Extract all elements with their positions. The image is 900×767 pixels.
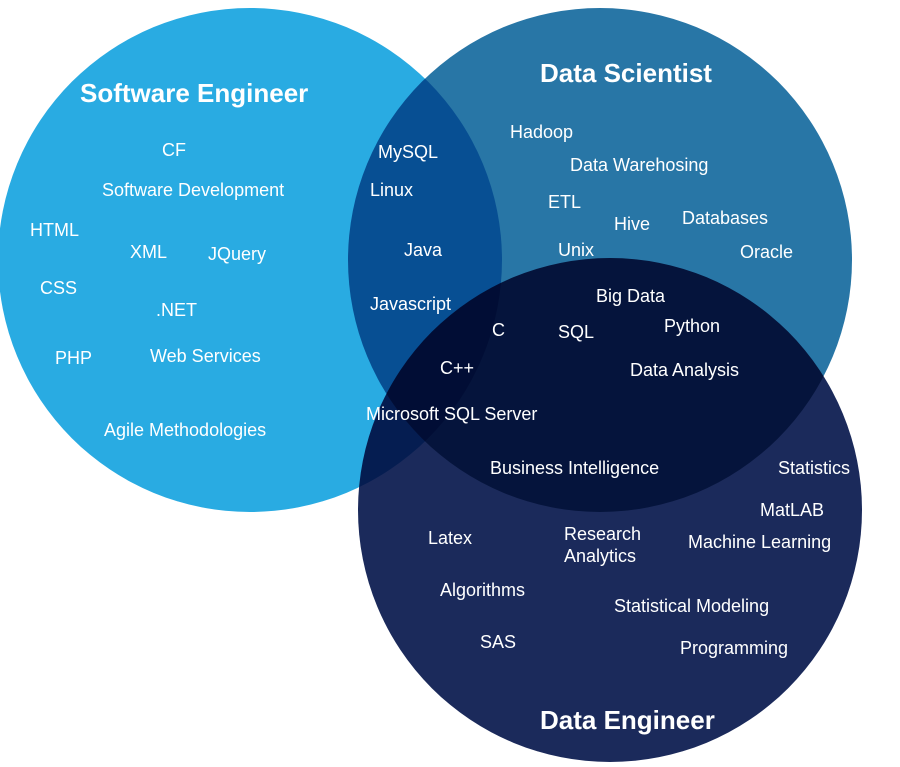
skill-label: Agile Methodologies (104, 420, 266, 441)
skill-label: HTML (30, 220, 79, 241)
skill-label: CF (162, 140, 186, 161)
skill-label: CSS (40, 278, 77, 299)
skill-label: Unix (558, 240, 594, 261)
skill-label: Oracle (740, 242, 793, 263)
skill-label: Software Development (102, 180, 284, 201)
skill-label: Latex (428, 528, 472, 549)
title-software-engineer: Software Engineer (80, 78, 308, 109)
skill-label: C (492, 320, 505, 341)
skill-label: Research (564, 524, 641, 545)
skill-label: Big Data (596, 286, 665, 307)
skill-label: Linux (370, 180, 413, 201)
skill-label: Programming (680, 638, 788, 659)
skill-label: Python (664, 316, 720, 337)
skill-label: Hadoop (510, 122, 573, 143)
skill-label: MatLAB (760, 500, 824, 521)
skill-label: Machine Learning (688, 532, 831, 553)
skill-label: C++ (440, 358, 474, 379)
skill-label: Java (404, 240, 442, 261)
skill-label: MySQL (378, 142, 438, 163)
title-data-engineer: Data Engineer (540, 705, 715, 736)
skill-label: PHP (55, 348, 92, 369)
skill-label: Statistics (778, 458, 850, 479)
skill-label: Javascript (370, 294, 451, 315)
skill-label: Business Intelligence (490, 458, 659, 479)
skill-label: XML (130, 242, 167, 263)
skill-label: ETL (548, 192, 581, 213)
skill-label: SQL (558, 322, 594, 343)
skill-label: .NET (156, 300, 197, 321)
title-data-scientist: Data Scientist (540, 58, 712, 89)
skill-label: SAS (480, 632, 516, 653)
skill-label: Data Warehosing (570, 155, 708, 176)
skill-label: JQuery (208, 244, 266, 265)
skill-label: Analytics (564, 546, 636, 567)
skill-label: Databases (682, 208, 768, 229)
skill-label: Statistical Modeling (614, 596, 769, 617)
skill-label: Data Analysis (630, 360, 739, 381)
skill-label: Algorithms (440, 580, 525, 601)
venn-diagram: Software Engineer Data Scientist Data En… (0, 0, 900, 767)
skill-label: Hive (614, 214, 650, 235)
skill-label: Web Services (150, 346, 261, 367)
skill-label: Microsoft SQL Server (366, 404, 537, 425)
